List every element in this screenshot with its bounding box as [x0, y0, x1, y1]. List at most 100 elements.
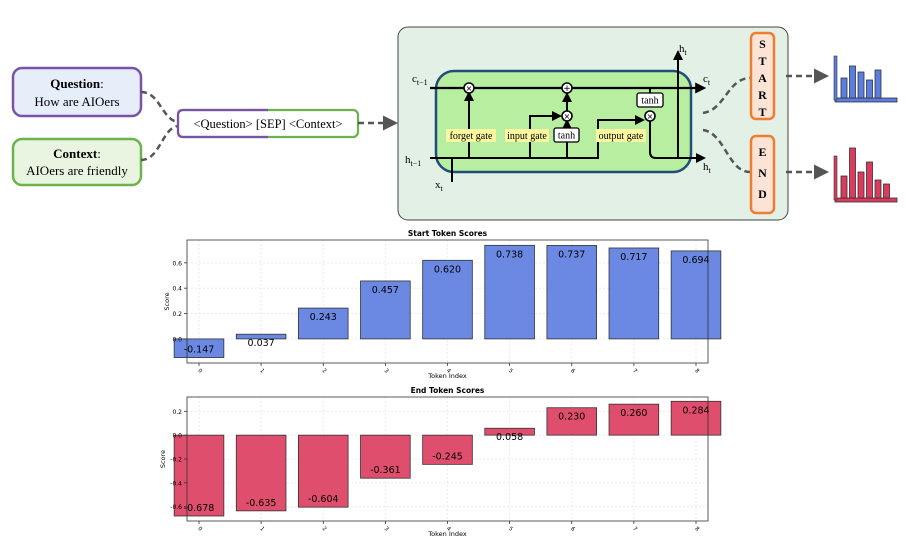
output-multiply-node	[644, 110, 656, 122]
input-gate-line	[529, 111, 562, 158]
bar-1	[235, 333, 287, 340]
end-letter-d: D	[758, 187, 767, 201]
end-box-frame	[749, 134, 776, 215]
x-tick-label: 2	[321, 526, 328, 533]
bar-0	[173, 338, 225, 358]
x-tick-label: 6	[569, 368, 576, 375]
chart-title: End Token Scores	[411, 386, 485, 395]
h-top-label: ht	[679, 43, 688, 57]
context-connector	[140, 124, 179, 162]
bar-5	[484, 427, 535, 436]
end-token-scores-chart: -0.678 -0.635 -0.604-0.361-0.2450.0580.230…	[159, 386, 722, 538]
mini-histogram-bar	[849, 147, 856, 199]
bar-8	[670, 250, 722, 340]
x-tick-label: 8	[693, 526, 700, 533]
bar-value-label: -0.361	[370, 465, 401, 476]
output-gate-label: output gate	[599, 131, 644, 142]
input-gate-label: input gate	[507, 131, 547, 142]
end-histogram-icon	[833, 147, 898, 203]
x-tick-label: 6	[569, 526, 576, 533]
x-tick-label: 5	[507, 368, 514, 375]
question-text: How are AIOers	[34, 94, 119, 109]
start-box-frame	[749, 31, 776, 121]
mini-histogram-bar	[866, 79, 873, 99]
bar-value-label: 0.694	[682, 255, 709, 266]
to-start-connector	[702, 76, 751, 115]
forget-gate-label: forget gate	[450, 131, 493, 142]
h-in-label: ht−1	[405, 154, 421, 168]
bar-6	[546, 245, 598, 340]
y-tick-label: 0.2	[172, 311, 182, 318]
bar-6	[546, 407, 598, 436]
bar-value-label: 0.260	[620, 408, 647, 419]
bar-7	[608, 403, 660, 436]
start-letter-s: S	[759, 37, 766, 51]
bar-4	[422, 259, 473, 340]
output-gate-label-bg	[596, 129, 646, 142]
bar-3	[360, 434, 411, 479]
tanh-label-2: tanh	[641, 96, 658, 107]
h-out-label: ht	[703, 161, 712, 175]
x-in-label: xt	[435, 179, 444, 193]
bar-value-label: 0.058	[496, 432, 523, 443]
bar-value-label: -0.678	[184, 503, 215, 514]
context-box: Context: AIOers are friendly	[11, 137, 143, 187]
tanh-label-1: tanh	[558, 131, 575, 142]
x-tick-label: 5	[507, 526, 514, 533]
hidden-output-line	[649, 121, 706, 163]
output-multiply-symbol: ×	[647, 112, 654, 121]
input-gate-label-bg	[505, 129, 549, 142]
context-label: Context:	[53, 146, 101, 161]
x-tick-label: 2	[321, 368, 328, 375]
start-letter-r: R	[758, 88, 767, 102]
bar-value-label: -0.245	[432, 451, 463, 462]
x-tick-label: 0	[196, 368, 203, 375]
context-text: AIOers are friendly	[26, 163, 128, 178]
y-tick-label: 0.2	[172, 409, 182, 416]
bar-8	[670, 400, 722, 436]
input-multiply-symbol: ×	[564, 112, 571, 121]
input-sequence-box: <Question> [SEP] <Context>	[176, 108, 360, 139]
bar-value-label: 0.037	[248, 338, 275, 349]
start-letter-a: A	[758, 71, 767, 85]
c-out-label: ct	[703, 73, 711, 87]
mini-histogram-base	[834, 197, 898, 203]
x-tick-label: 4	[445, 368, 452, 375]
end-letter-n: N	[758, 166, 767, 180]
output-gate-line	[597, 115, 645, 127]
y-tick-label: -0.6	[170, 504, 182, 511]
x-tick-label: 8	[693, 368, 700, 375]
x-tick-label: 1	[258, 526, 265, 533]
bar-0	[173, 434, 225, 517]
bar-2	[297, 307, 349, 340]
tanh-box-2	[636, 92, 664, 108]
x-tick-label: 0	[196, 526, 203, 533]
to-end-connector	[702, 128, 751, 174]
chart-title: Start Token Scores	[408, 229, 488, 238]
forget-multiply-symbol: ×	[466, 84, 473, 93]
mini-histogram-bar	[840, 77, 848, 99]
end-letter-e: E	[758, 145, 766, 159]
bar-5	[484, 244, 535, 340]
bar-value-label: 0.284	[682, 405, 709, 416]
bar-value-label: 0.717	[620, 252, 647, 263]
x-axis-label: Token Index	[427, 372, 467, 380]
start-letter-t1: T	[758, 54, 766, 68]
bar-value-label: 0.230	[558, 412, 585, 423]
y-axis-label: Score	[159, 450, 167, 468]
y-tick-label: 0.6	[172, 260, 182, 267]
input-sequence-text: <Question> [SEP] <Context>	[193, 117, 342, 131]
question-connector	[140, 90, 179, 124]
bar-value-label: 0.620	[434, 264, 461, 275]
cell-add-node	[561, 82, 573, 94]
y-axis-label: Score	[163, 292, 171, 310]
x-tick-label: 7	[631, 526, 638, 533]
bar-7	[608, 247, 660, 340]
x-tick-label: 3	[383, 368, 390, 375]
x-axis-label: Token Index	[427, 530, 467, 538]
mini-histogram-base	[834, 97, 898, 103]
end-box: E N D	[749, 134, 776, 215]
lstm-block: × + × × forget gate input gate output ga…	[397, 26, 789, 221]
